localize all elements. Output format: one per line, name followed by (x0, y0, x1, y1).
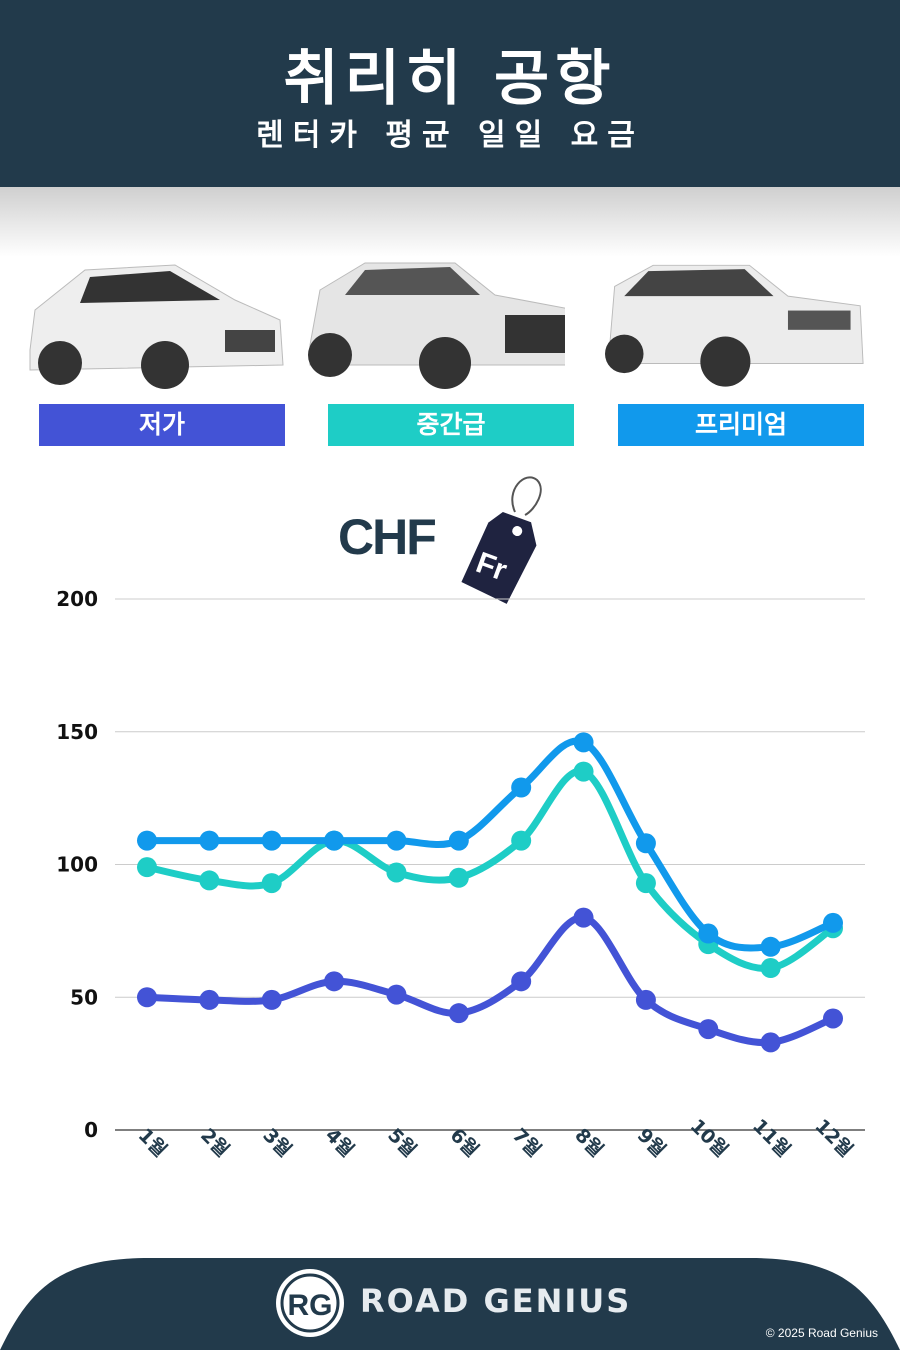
legend-label: 저가 (138, 410, 185, 439)
series-line-0 (143, 914, 837, 1047)
data-point (386, 830, 407, 851)
data-point (511, 971, 532, 992)
y-tick-label: 200 (56, 587, 98, 611)
legend-economy: 저가 (39, 404, 285, 446)
series-line-1 (143, 767, 837, 972)
data-point (199, 830, 220, 851)
midsize-car-image (308, 262, 565, 389)
data-point (573, 732, 594, 753)
x-tick-label: 11월 (748, 1115, 795, 1162)
data-point (635, 989, 656, 1010)
data-point (760, 1032, 781, 1053)
brand-name: ROAD GENIUS (360, 1282, 632, 1320)
data-point (698, 923, 719, 944)
data-point (823, 912, 843, 933)
data-point (137, 987, 157, 1008)
x-tick-label: 10월 (686, 1115, 733, 1162)
premium-car-image (605, 264, 864, 387)
header: 취리히 공항 렌터카 평균 일일 요금 (0, 0, 900, 187)
data-point (137, 857, 157, 878)
price-tag-icon: Fr (461, 476, 542, 604)
header-shadow (0, 187, 900, 257)
data-point (448, 830, 469, 851)
footer-band: RG (0, 1258, 900, 1350)
data-point (448, 867, 469, 888)
data-point (261, 873, 282, 894)
data-point (823, 1008, 843, 1029)
legend-premium: 프리미엄 (618, 404, 864, 446)
data-point (199, 989, 220, 1010)
logo: RG (288, 1289, 333, 1322)
data-point (760, 936, 781, 957)
data-point (760, 958, 781, 979)
data-point (511, 830, 532, 851)
data-point (324, 971, 345, 992)
page-subtitle: 렌터카 평균 일일 요금 (256, 118, 644, 153)
data-point (698, 1019, 719, 1040)
data-point (635, 833, 656, 854)
legend-label: 중간급 (416, 410, 486, 439)
currency-label: CHF (338, 509, 437, 565)
data-point (261, 830, 282, 851)
legend-midsize: 중간급 (328, 404, 574, 446)
x-tick-label: 12월 (810, 1115, 857, 1162)
data-point (261, 989, 282, 1010)
y-tick-label: 150 (56, 720, 98, 744)
data-point (199, 870, 220, 891)
y-tick-label: 0 (84, 1118, 98, 1142)
data-point (386, 984, 407, 1005)
y-tick-label: 50 (70, 985, 98, 1009)
data-point (324, 830, 345, 851)
data-point (511, 777, 532, 798)
data-point (573, 761, 594, 782)
data-point (448, 1003, 469, 1024)
series-line-2 (143, 737, 837, 952)
y-tick-label: 100 (56, 853, 98, 877)
economy-car-image (29, 264, 284, 389)
data-point (137, 830, 157, 851)
copyright: © 2025 Road Genius (765, 1326, 878, 1340)
data-point (635, 873, 656, 894)
legend-label: 프리미엄 (694, 410, 787, 439)
data-point (386, 862, 407, 883)
page-title: 취리히 공항 (283, 44, 617, 114)
data-point (573, 907, 594, 928)
